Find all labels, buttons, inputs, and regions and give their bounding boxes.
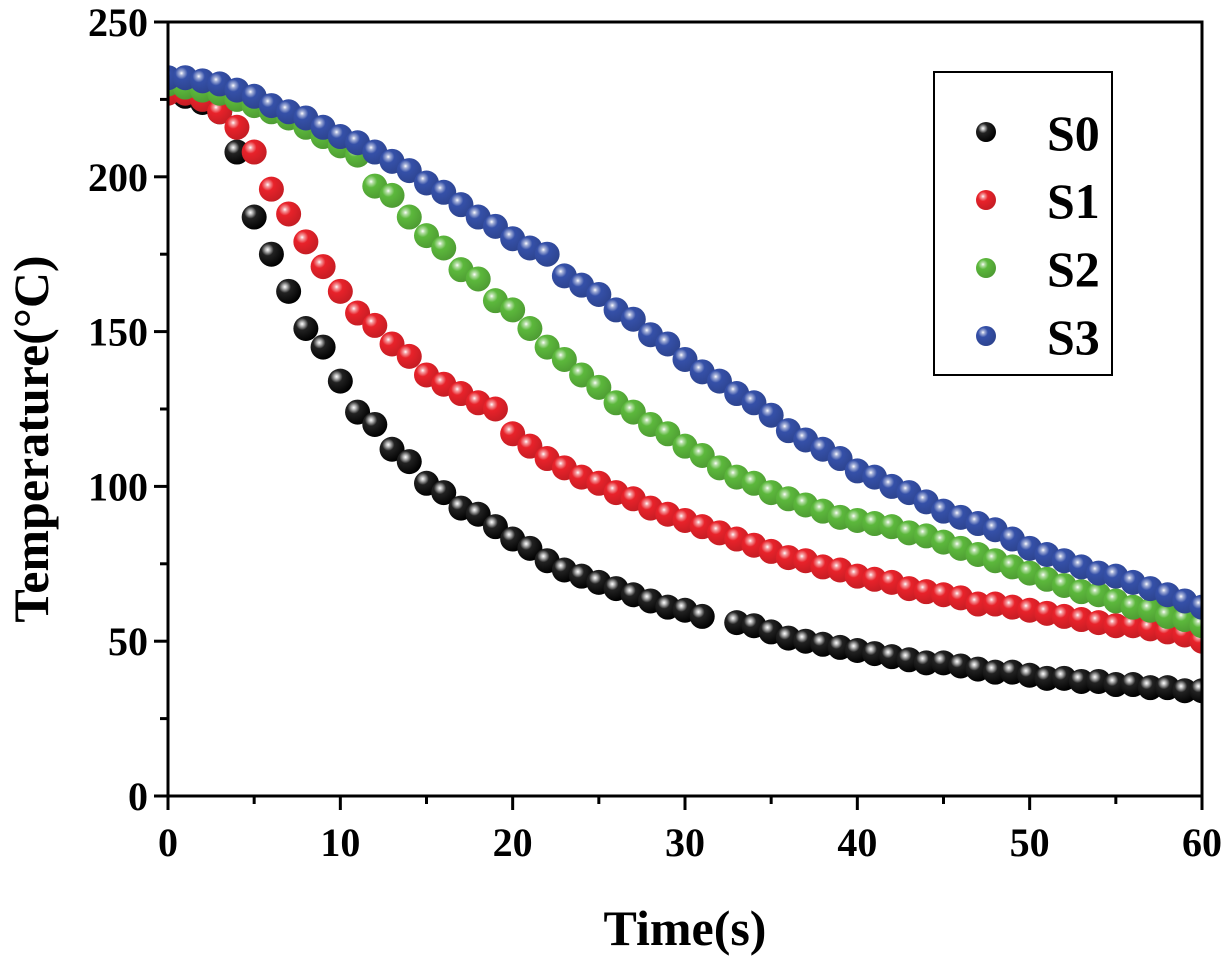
data-point-S3 (827, 446, 853, 472)
data-point-S3 (448, 192, 474, 218)
data-point-S3 (534, 241, 560, 267)
legend-label-S3: S3 (1047, 309, 1100, 365)
data-point-S2 (569, 362, 595, 388)
data-point-S0 (482, 514, 508, 540)
data-point-S1 (207, 99, 233, 125)
x-tick-label: 20 (493, 820, 533, 865)
data-point-S2 (431, 235, 457, 261)
data-point-S1 (500, 421, 526, 447)
x-tick-label: 10 (320, 820, 360, 865)
data-point-S0 (241, 204, 267, 230)
y-tick-label: 200 (88, 155, 148, 200)
data-point-S0 (276, 278, 302, 304)
data-point-S2 (1189, 613, 1202, 639)
data-point-S1 (1103, 613, 1129, 639)
data-point-S3 (655, 331, 681, 357)
data-point-S0 (379, 436, 405, 462)
data-point-S0 (258, 241, 284, 267)
data-point-S0 (1103, 672, 1129, 698)
y-axis-title: Temperature(°C) (3, 255, 59, 622)
data-point-S3 (431, 179, 457, 205)
data-point-S3 (396, 158, 422, 184)
data-point-S1 (379, 331, 405, 357)
data-point-S1 (965, 591, 991, 617)
data-point-S0 (327, 368, 353, 394)
data-point-S1 (224, 114, 250, 140)
data-point-S0 (1189, 678, 1202, 704)
data-point-S0 (224, 139, 250, 165)
data-point-S2 (534, 334, 560, 360)
data-point-S1 (396, 343, 422, 369)
data-point-S2 (586, 374, 612, 400)
data-point-S0 (517, 535, 543, 561)
data-point-S2 (465, 266, 491, 292)
legend-label-S0: S0 (1047, 105, 1100, 161)
legend: S0 S1 S2 S3 (933, 71, 1113, 376)
data-point-S2 (655, 421, 681, 447)
data-point-S0 (913, 650, 939, 676)
data-point-S0 (431, 480, 457, 506)
y-tick-label: 0 (128, 774, 148, 819)
x-tick-label: 30 (665, 820, 705, 865)
x-tick-label: 40 (837, 820, 877, 865)
data-point-S0 (293, 316, 319, 342)
data-point-S3 (620, 306, 646, 332)
axes-layer: 0 10 20 30 40 50 60 0 50 100 150 200 250 (88, 0, 1222, 865)
data-point-S3 (741, 390, 767, 416)
data-point-S2 (620, 399, 646, 425)
y-tick-label: 100 (88, 464, 148, 509)
x-tick-label: 60 (1182, 820, 1222, 865)
y-tick-label: 50 (108, 619, 148, 664)
data-point-S3 (706, 368, 732, 394)
data-point-S1 (276, 201, 302, 227)
data-point-S2 (396, 204, 422, 230)
data-point-S0 (362, 411, 388, 437)
data-point-S1 (362, 312, 388, 338)
data-point-S0 (1172, 678, 1198, 704)
data-point-S3 (672, 346, 698, 372)
data-point-S0 (1034, 665, 1060, 691)
data-point-S0 (1137, 675, 1163, 701)
legend-marker-S3 (976, 326, 996, 346)
legend-label-S1: S1 (1047, 173, 1100, 229)
legend-label-S2: S2 (1047, 241, 1100, 297)
legend-marker-S1 (976, 190, 996, 210)
data-point-S0 (310, 334, 336, 360)
data-point-S2 (517, 316, 543, 342)
data-point-S3 (586, 281, 612, 307)
data-point-S1 (482, 396, 508, 422)
data-point-S2 (500, 297, 526, 323)
data-point-S0 (689, 603, 715, 629)
data-point-S1 (310, 254, 336, 280)
data-point-S0 (345, 399, 371, 425)
x-axis-title: Time(s) (604, 900, 767, 956)
data-point-S1 (327, 278, 353, 304)
data-point-S2 (379, 182, 405, 208)
series-S3 (168, 65, 1202, 620)
data-point-S1 (258, 176, 284, 202)
data-point-S1 (241, 139, 267, 165)
data-point-S2 (689, 442, 715, 468)
data-point-S1 (517, 433, 543, 459)
series-layer (168, 65, 1202, 704)
data-point-S0 (465, 501, 491, 527)
y-tick-label: 150 (88, 310, 148, 355)
data-point-S0 (982, 659, 1008, 685)
data-point-S1 (345, 300, 371, 326)
y-tick-label: 250 (88, 0, 148, 45)
x-tick-label: 0 (158, 820, 178, 865)
data-point-S2 (551, 346, 577, 372)
data-point-S3 (1189, 594, 1202, 620)
data-point-S0 (396, 449, 422, 475)
data-point-S0 (1068, 668, 1094, 694)
data-point-S3 (758, 402, 784, 428)
x-tick-label: 50 (1010, 820, 1050, 865)
legend-marker-S0 (976, 122, 996, 142)
legend-box (933, 71, 1113, 376)
legend-marker-S2 (976, 258, 996, 278)
data-point-S1 (293, 229, 319, 255)
data-point-S2 (414, 223, 439, 249)
data-point-S3 (482, 213, 508, 239)
